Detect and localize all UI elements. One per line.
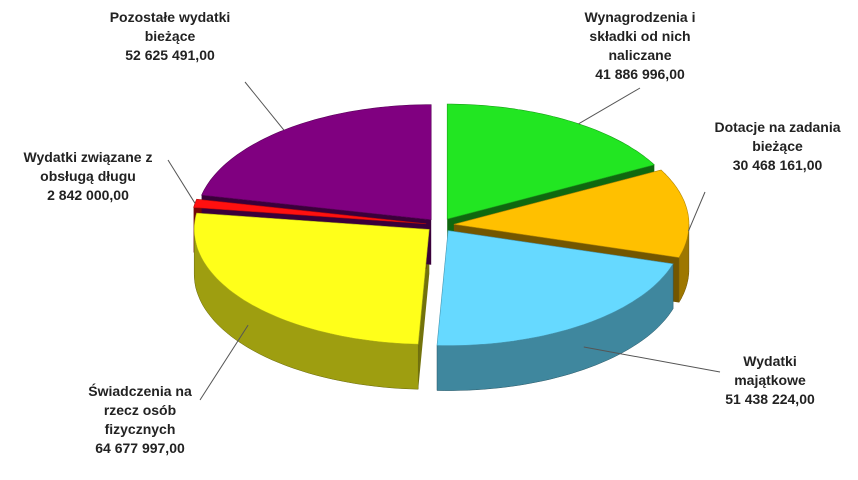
slice-label: Wynagrodzenia i składki od nich naliczan… [570, 8, 710, 84]
leader-line [688, 191, 706, 232]
slice [436, 230, 674, 346]
label-category: Wynagrodzenia i składki od nich naliczan… [584, 9, 696, 63]
label-value: 41 886 996,00 [595, 66, 685, 82]
slice [453, 169, 690, 258]
label-category: Dotacje na zadania bieżące [714, 119, 841, 154]
label-value: 64 677 997,00 [95, 440, 185, 456]
slice-label: Wydatki majątkowe 51 438 224,00 [720, 352, 820, 409]
slice-label: Wydatki związane z obsługą długu 2 842 00… [8, 148, 168, 205]
leader-line [199, 324, 249, 401]
leader-line [244, 81, 285, 131]
label-value: 52 625 491,00 [125, 47, 215, 63]
slice-label: Świadczenia na rzecz osób fizycznych 64 6… [80, 382, 200, 458]
leader-line [578, 87, 641, 125]
label-value: 2 842 000,00 [47, 187, 129, 203]
label-category: Świadczenia na rzecz osób fizycznych [88, 383, 192, 437]
label-value: 51 438 224,00 [725, 391, 815, 407]
label-value: 30 468 161,00 [732, 157, 823, 173]
slice [446, 103, 655, 220]
slice-label: Dotacje na zadania bieżące 30 468 161,00 [705, 118, 850, 175]
slice-label: Pozostałe wydatki bieżące 52 625 491,00 [95, 8, 245, 65]
label-category: Wydatki majątkowe [734, 353, 806, 388]
slice [193, 212, 430, 345]
label-category: Wydatki związane z obsługą długu [23, 149, 153, 184]
label-category: Pozostałe wydatki bieżące [109, 9, 231, 44]
leader-line [167, 159, 196, 204]
leader-line [583, 346, 721, 373]
